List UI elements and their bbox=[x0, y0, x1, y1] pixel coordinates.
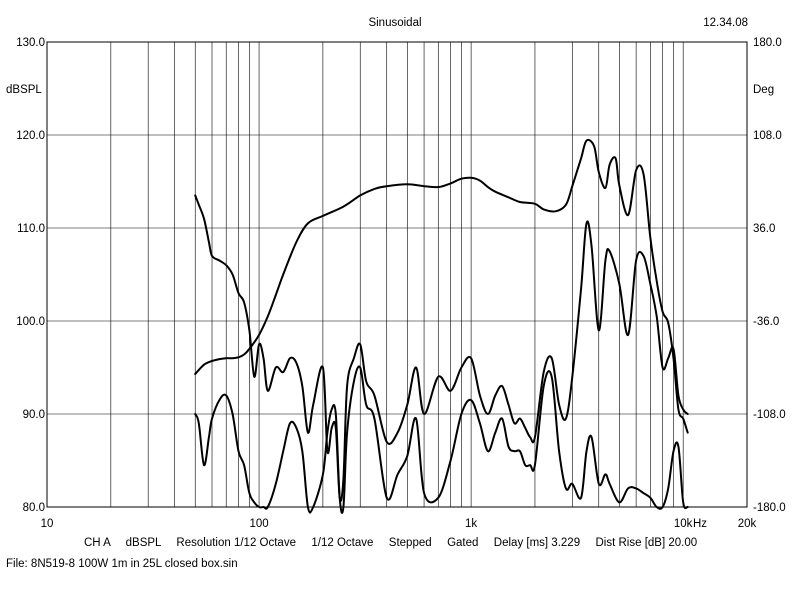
plot-frame bbox=[46, 41, 748, 508]
y2-tick-label: -108.0 bbox=[753, 409, 786, 421]
y-tick-label: 130.0 bbox=[16, 37, 45, 49]
y-tick-label: 80.0 bbox=[23, 502, 45, 514]
y2-tick-label: -36.0 bbox=[753, 316, 779, 328]
grid bbox=[47, 42, 747, 507]
y-axis-label: dBSPL bbox=[6, 84, 42, 96]
footer-gated: Gated bbox=[447, 537, 479, 549]
footer-unit: dBSPL bbox=[125, 537, 162, 549]
footer-file: File: 8N519-8 100W 1m in 25L closed box.… bbox=[6, 558, 238, 570]
footer-resolution: Resolution 1/12 Octave bbox=[176, 537, 296, 549]
x-tick-label: 10 bbox=[41, 518, 54, 530]
y-tick-label: 100.0 bbox=[16, 316, 45, 328]
x-tick-label: 100 bbox=[249, 518, 268, 530]
y-tick-label: 120.0 bbox=[16, 130, 45, 142]
x-tick-label: 10k bbox=[674, 518, 693, 530]
curve-series-2 bbox=[194, 194, 689, 502]
y2-tick-label: 36.0 bbox=[753, 223, 775, 235]
y2-axis-label: Deg bbox=[753, 84, 774, 96]
timestamp: 12.34.08 bbox=[703, 17, 748, 29]
y2-tick-label: 180.0 bbox=[753, 37, 782, 49]
x-tick-label: 20k bbox=[738, 518, 757, 530]
y2-tick-label: -180.0 bbox=[753, 502, 786, 514]
footer-settings: CH A dBSPL Resolution 1/12 Octave 1/12 O… bbox=[84, 537, 697, 549]
footer-stepped: Stepped bbox=[388, 537, 432, 549]
footer-dist-rise: Dist Rise [dB] 20.00 bbox=[595, 537, 698, 549]
tick-labels: 80.0 90.0 100.0 110.0 120.0 130.0 -180.0 -108.0… bbox=[16, 37, 785, 530]
x-tick-label: 1k bbox=[465, 518, 477, 530]
footer-octave: 1/12 Octave bbox=[311, 537, 374, 549]
y-tick-label: 110.0 bbox=[17, 223, 45, 235]
curves bbox=[194, 138, 689, 514]
x-axis-unit: Hz bbox=[693, 518, 707, 530]
chart-title: Sinusoidal bbox=[368, 17, 421, 29]
curve-series-1 bbox=[194, 138, 689, 434]
y-tick-label: 90.0 bbox=[23, 409, 45, 421]
footer-delay: Delay [ms] 3.229 bbox=[493, 537, 581, 549]
footer-channel: CH A bbox=[84, 537, 111, 549]
y2-tick-label: 108.0 bbox=[753, 130, 782, 142]
